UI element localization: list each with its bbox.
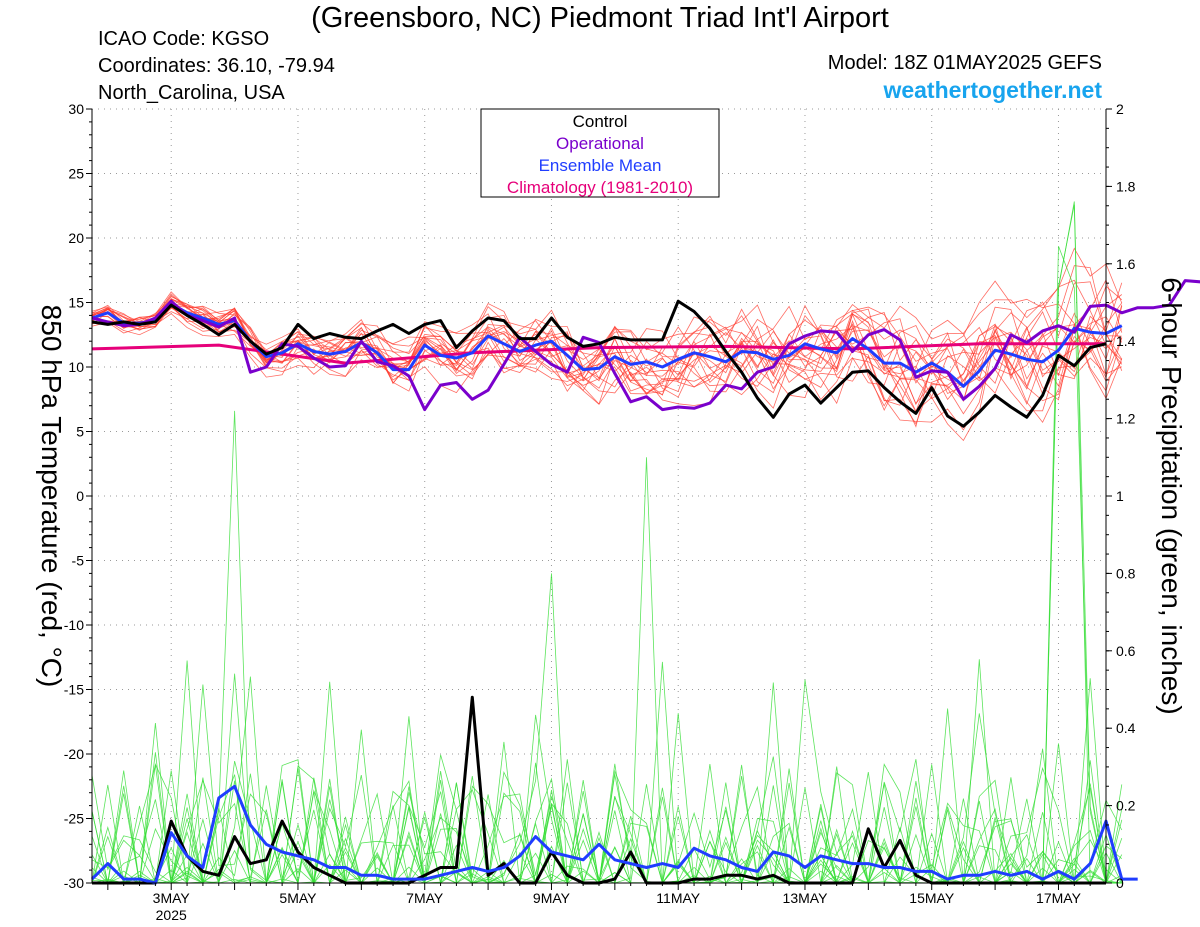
left-tick-label: -25	[64, 811, 84, 827]
region: North_Carolina, USA	[98, 82, 285, 104]
left-tick-label: -5	[72, 553, 85, 569]
precipitation-ensemble-mean-line	[90, 784, 1138, 885]
x-tick-label: 7MAY	[406, 890, 444, 906]
left-tick-label: 0	[76, 488, 84, 504]
temperature-member-line	[91, 294, 1123, 425]
left-tick-label: 15	[68, 295, 84, 311]
site-link[interactable]: weathertogether.net	[883, 77, 1102, 103]
model-run: Model: 18Z 01MAY2025 GEFS	[827, 52, 1102, 74]
precipitation-member-line	[91, 713, 1122, 885]
chart-title: (Greensboro, NC) Piedmont Triad Int'l Ai…	[311, 2, 889, 34]
x-tick-label: 3MAY	[153, 890, 191, 906]
left-tick-label: -30	[64, 875, 84, 891]
x-sublabel-year: 2025	[156, 907, 187, 923]
left-tick-label: -10	[64, 617, 84, 633]
left-tick-label: -15	[64, 682, 84, 698]
icao-code: ICAO Code: KGSO	[98, 28, 270, 50]
right-tick-label: 1.6	[1116, 256, 1136, 272]
right-tick-label: 0.8	[1116, 565, 1136, 581]
x-tick-label: 11MAY	[656, 890, 700, 906]
legend-entry: Control	[573, 112, 628, 131]
y-axis-label-right: 6-hour Precipitation (green, inches)	[1156, 277, 1187, 714]
temperature-control-line	[91, 299, 1107, 428]
x-tick-label: 9MAY	[533, 890, 571, 906]
legend-entry: Climatology (1981-2010)	[507, 178, 693, 197]
grid	[92, 108, 1106, 884]
y-axis-label-left: 850 hPa Temperature (red, °C)	[36, 305, 67, 688]
axes: 302520151050-5-10-15-20-25-3021.81.61.41…	[64, 101, 1136, 923]
left-tick-label: -20	[64, 746, 84, 762]
right-tick-label: 1.2	[1116, 411, 1136, 427]
left-tick-label: 5	[76, 424, 84, 440]
right-tick-label: 1.8	[1116, 178, 1136, 194]
right-tick-label: 1	[1116, 488, 1124, 504]
temperature-member-line	[91, 302, 1123, 431]
coordinates: Coordinates: 36.10, -79.94	[98, 55, 335, 77]
x-tick-label: 13MAY	[783, 890, 829, 906]
right-tick-label: 1.4	[1116, 333, 1136, 349]
precipitation-member-line	[92, 201, 1122, 885]
left-tick-label: 10	[68, 359, 84, 375]
ensemble-members	[91, 201, 1123, 885]
legend: Control Operational Ensemble Mean Climatolo…	[480, 108, 720, 198]
x-tick-label: 5MAY	[279, 890, 317, 906]
precipitation-member-line	[91, 661, 1123, 885]
right-tick-label: 2	[1116, 101, 1124, 117]
left-tick-label: 25	[68, 166, 84, 182]
x-tick-label: 17MAY	[1036, 890, 1082, 906]
left-tick-label: 20	[68, 230, 84, 246]
right-tick-label: 0	[1116, 875, 1124, 891]
left-tick-label: 30	[68, 101, 84, 117]
precipitation-member-line	[91, 204, 1122, 884]
legend-entry: Operational	[556, 134, 644, 153]
precipitation-member-line	[92, 573, 1123, 885]
series-lines	[90, 279, 1200, 885]
right-tick-label: 0.6	[1116, 643, 1136, 659]
legend-entry: Ensemble Mean	[539, 156, 662, 175]
right-tick-label: 0.4	[1116, 720, 1136, 736]
x-tick-label: 15MAY	[909, 890, 955, 906]
temperature-operational-line	[91, 279, 1200, 412]
legend-box	[480, 108, 720, 198]
right-tick-label: 0.2	[1116, 798, 1136, 814]
